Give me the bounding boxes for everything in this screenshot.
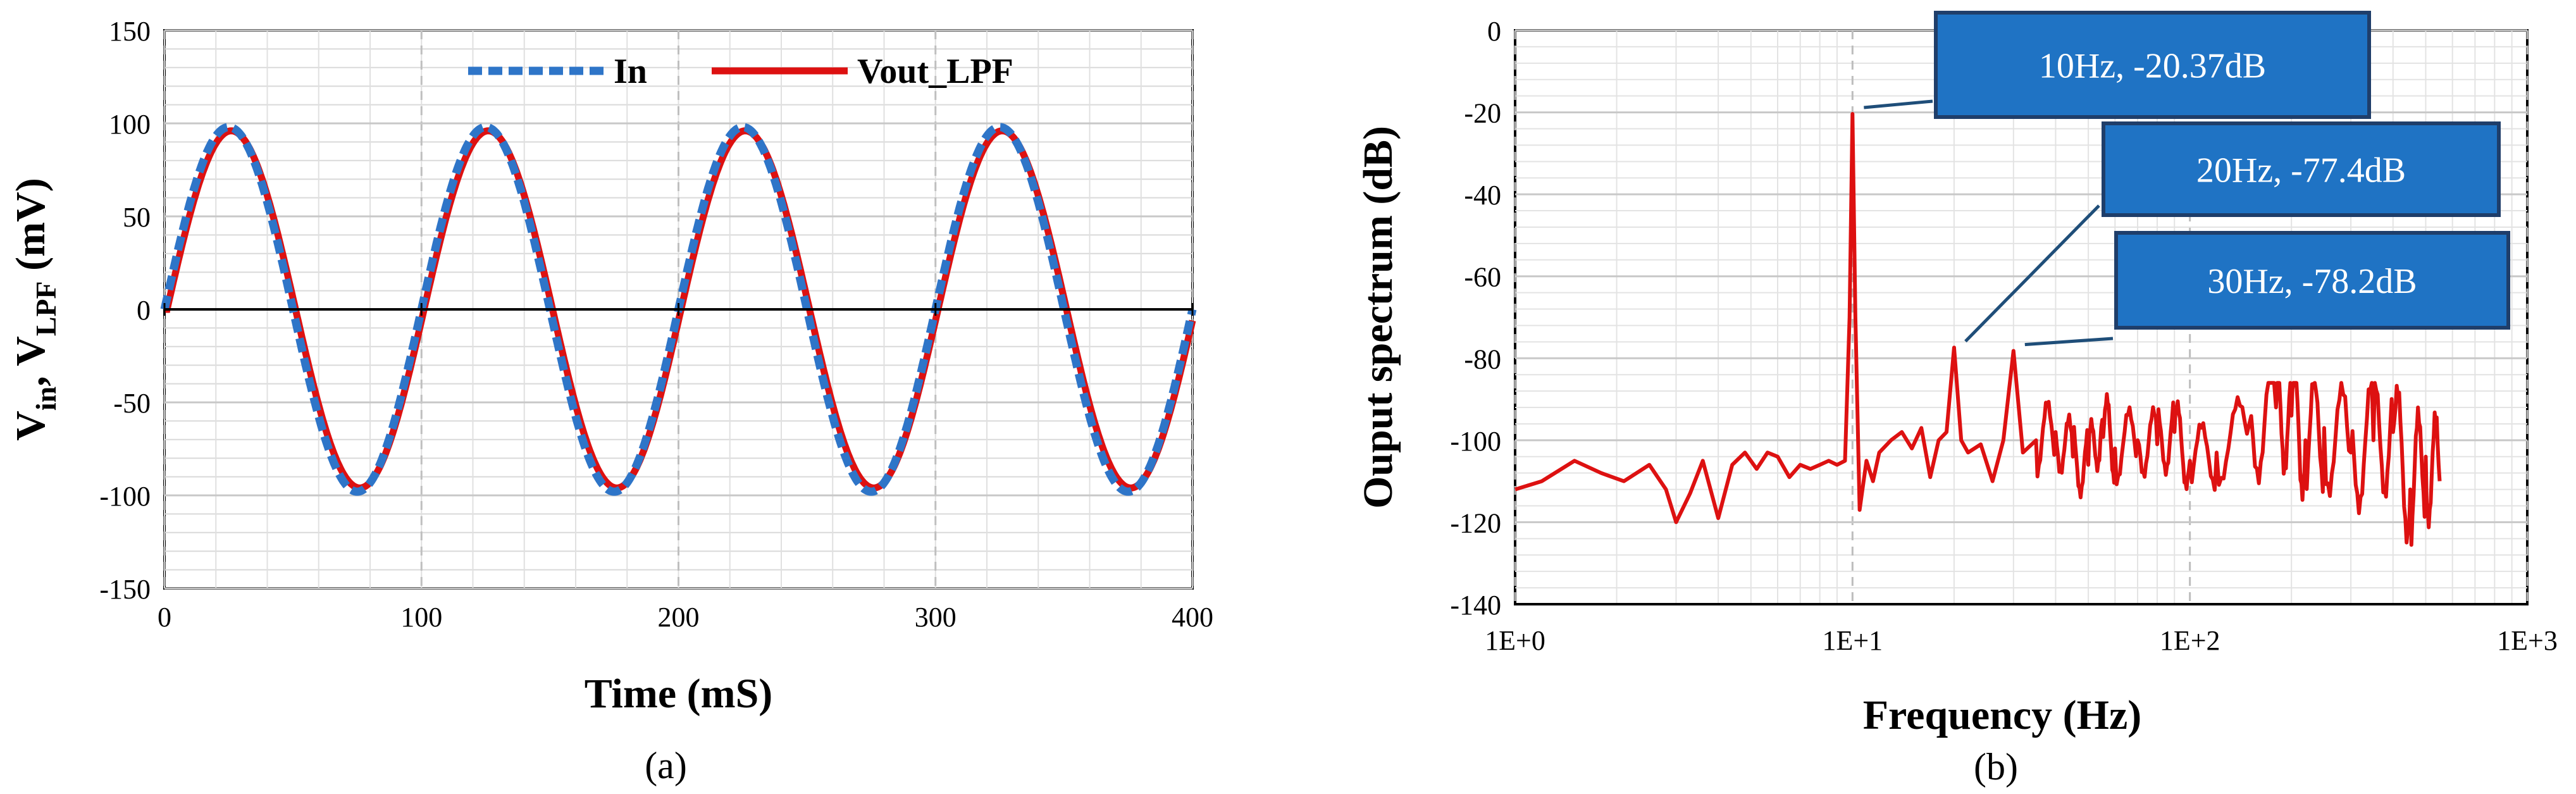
x-tick-label: 0 xyxy=(158,602,171,633)
x-tick-label: 1E+2 xyxy=(2160,625,2220,656)
y-tick-label: 0 xyxy=(1487,16,1501,47)
annotation-leader xyxy=(2024,337,2114,347)
panel-b-ylabel: Ouput spectrum (dB) xyxy=(1355,126,1401,509)
ylabel-part: (mV) xyxy=(8,178,54,281)
annotation-leader xyxy=(1964,204,2100,343)
legend-label: Vout_LPF xyxy=(857,52,1013,91)
annotation-leader xyxy=(1864,99,1933,109)
y-tick-label: 50 xyxy=(123,202,151,233)
y-tick-label: 0 xyxy=(137,295,151,326)
annotation-box xyxy=(1934,11,2371,119)
panel-a-ylabel: Vin, VLPF (mV) xyxy=(8,178,62,441)
ylabel-subscript: in xyxy=(30,387,62,411)
x-tick-label: 1E+3 xyxy=(2497,625,2558,656)
panel-a-axes xyxy=(163,303,1194,316)
y-tick-label: -100 xyxy=(99,481,151,512)
panel-a-tick-labels: -150 -100 -50 0 50 100 150 0 100 200 300 400 xyxy=(99,16,1213,633)
ylabel-part: V xyxy=(8,411,54,441)
panel-b-tick-labels: -140 -120 -100 -80 -60 -40 -20 0 1E+0 1E+1 1E+2 1E+… xyxy=(1450,16,2558,656)
y-tick-label: -140 xyxy=(1450,590,1501,621)
panel-b-label: (b) xyxy=(1974,746,2018,788)
x-tick-label: 200 xyxy=(658,602,700,633)
spectrum-line xyxy=(1514,112,2442,547)
y-tick-label: 150 xyxy=(109,16,151,47)
panel-a-label: (a) xyxy=(645,745,687,786)
annotation-box xyxy=(2102,121,2501,217)
y-tick-label: 100 xyxy=(109,109,151,140)
panel-a-time-chart: -150 -100 -50 0 50 100 150 0 100 200 300 400 In Vout… xyxy=(8,16,1213,786)
panel-a-legend: In Vout_LPF xyxy=(468,52,1013,91)
annotation-text: 10Hz, -20.37dB xyxy=(2039,47,2266,86)
y-tick-label: -20 xyxy=(1464,98,1501,129)
y-tick-label: -60 xyxy=(1464,262,1501,293)
panel-b-annotations: 10Hz, -20.37dB 20Hz, -77.4dB 30Hz, -78.2dB xyxy=(1864,11,2510,347)
y-tick-label: -40 xyxy=(1464,180,1501,211)
annotation-box xyxy=(2114,231,2510,330)
annotation-text: 30Hz, -78.2dB xyxy=(2207,262,2417,301)
ylabel-subscript: LPF xyxy=(30,281,62,336)
panel-b-series xyxy=(1514,112,2442,547)
x-tick-label: 400 xyxy=(1172,602,1213,633)
ylabel-part: , V xyxy=(8,336,54,386)
x-tick-label: 1E+1 xyxy=(1822,625,1883,656)
y-tick-label: -100 xyxy=(1450,426,1501,457)
annotation-text: 20Hz, -77.4dB xyxy=(2196,151,2406,190)
y-tick-label: -50 xyxy=(113,388,151,419)
y-tick-label: -120 xyxy=(1450,507,1501,538)
x-tick-label: 100 xyxy=(400,602,442,633)
legend-label: In xyxy=(614,52,647,91)
panel-b-spectrum-chart: -140 -120 -100 -80 -60 -40 -20 0 1E+0 1E+1 1E+2 1E+… xyxy=(1355,11,2558,788)
y-tick-label: -80 xyxy=(1464,344,1501,375)
panel-b-xlabel: Frequency (Hz) xyxy=(1863,692,2142,738)
y-tick-label: -150 xyxy=(99,574,151,605)
x-tick-label: 1E+0 xyxy=(1485,625,1545,656)
panel-a-xlabel: Time (mS) xyxy=(585,671,773,717)
x-tick-label: 300 xyxy=(915,602,957,633)
